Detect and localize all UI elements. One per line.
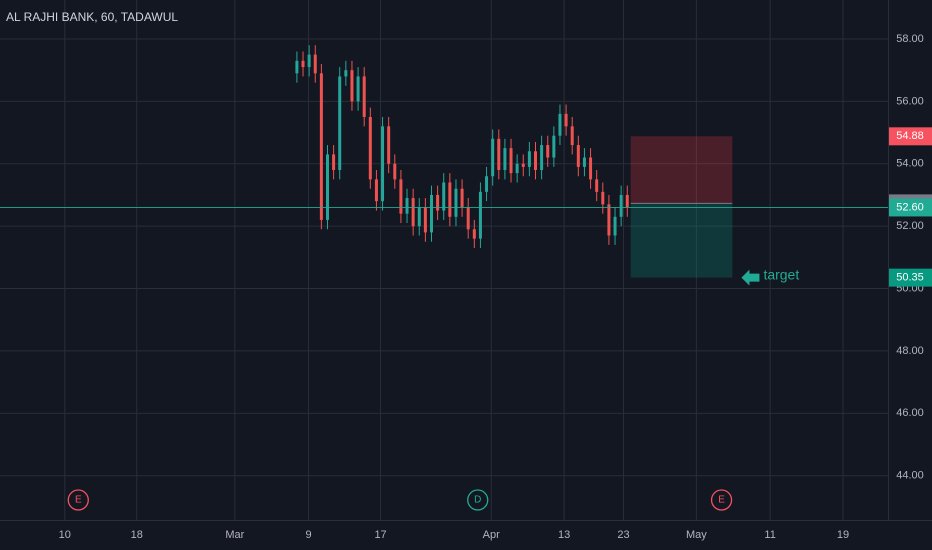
x-tick-label: 10 (59, 529, 71, 541)
annotation-text: target (763, 266, 799, 282)
candle-body (325, 154, 329, 220)
candle-body (338, 76, 342, 171)
candle-body (485, 176, 489, 192)
candle-body (429, 194, 433, 233)
price-label-box (889, 198, 932, 217)
grid (0, 0, 888, 520)
x-tick-label: 9 (306, 529, 312, 541)
candle-body (356, 76, 360, 102)
event-marker (467, 489, 489, 511)
y-tick-label: 54.00 (896, 158, 924, 170)
candle-body (497, 138, 501, 171)
x-tick-label: 13 (558, 529, 570, 541)
candle-body (417, 207, 421, 227)
candle-body (442, 182, 446, 211)
candle-body (368, 116, 372, 180)
candle-body (405, 198, 409, 214)
event-marker (710, 489, 733, 511)
candle-body (570, 126, 574, 146)
candle-body (460, 188, 464, 208)
marks (295, 45, 629, 248)
candle-body (576, 145, 580, 167)
candle-body (527, 151, 531, 167)
price-label: 50.35 (896, 272, 924, 284)
event-label: D (474, 495, 481, 506)
candle-body (472, 229, 476, 239)
candle-body (509, 148, 513, 174)
candle-body (595, 179, 599, 192)
candle-body (454, 188, 458, 217)
candle-body (313, 54, 317, 74)
candle-body (423, 207, 427, 233)
candle-body (362, 76, 366, 117)
candle-body (436, 194, 440, 211)
candle-body (448, 182, 452, 217)
candle-body (332, 154, 336, 171)
candle-body (552, 135, 556, 158)
price-label: 52.60 (896, 201, 924, 213)
x-tick-label: 19 (837, 529, 849, 541)
candle-body (491, 138, 495, 177)
candle-body (295, 60, 299, 74)
candle-body (466, 207, 470, 230)
candle-body (582, 157, 586, 167)
candle-body (546, 145, 550, 158)
candle-body (478, 191, 482, 239)
candle-body (540, 145, 544, 171)
y-tick-label: 52.00 (896, 220, 924, 232)
stop-zone (630, 136, 733, 204)
candle-body (601, 191, 605, 205)
candle-body (307, 54, 311, 68)
candle-body (503, 148, 507, 171)
candle-body (374, 179, 378, 202)
chart-title: AL RAJHI BANK, 60, TADAWUL (6, 10, 178, 24)
candle-body (564, 113, 568, 127)
x-tick-label: Apr (483, 529, 500, 541)
candle-body (521, 163, 525, 167)
candle-body (558, 113, 562, 136)
candle-body (613, 216, 617, 236)
x-tick-label: 11 (764, 529, 775, 541)
candle-body (515, 163, 519, 174)
y-tick-label: 56.00 (896, 95, 924, 107)
target-zone (630, 203, 733, 278)
candle-body (387, 126, 391, 164)
x-tick-label: May (686, 529, 707, 541)
candle-body (344, 70, 348, 77)
event-label: E (75, 495, 82, 506)
x-tick-label: 17 (374, 529, 386, 541)
candle-body (350, 70, 354, 102)
event-label: E (718, 495, 725, 506)
candle-body (301, 60, 305, 68)
y-tick-label: 44.00 (896, 470, 924, 482)
price-label: 54.88 (896, 130, 924, 142)
price-label-box (889, 268, 932, 287)
y-tick-label: 48.00 (896, 345, 924, 357)
overlay: target E D E (0, 136, 888, 511)
candle-body (625, 194, 629, 208)
candle-body (619, 194, 623, 217)
candle-body (411, 198, 415, 227)
candle-body (399, 179, 403, 214)
x-tick-label: 23 (617, 529, 629, 541)
event-marker (67, 489, 89, 511)
x-tick-label: 18 (131, 529, 143, 541)
y-tick-label: 58.00 (896, 33, 924, 45)
candle-body (381, 126, 385, 202)
price-label-box (889, 127, 932, 146)
candle-body (533, 151, 537, 171)
candle-body (607, 204, 611, 236)
annotation-arrow (741, 269, 760, 286)
candle-body (393, 163, 397, 180)
y-tick-label: 46.00 (896, 407, 924, 419)
candle-body (589, 157, 593, 180)
x-tick-label: Mar (225, 529, 244, 541)
candle-body (319, 73, 323, 220)
